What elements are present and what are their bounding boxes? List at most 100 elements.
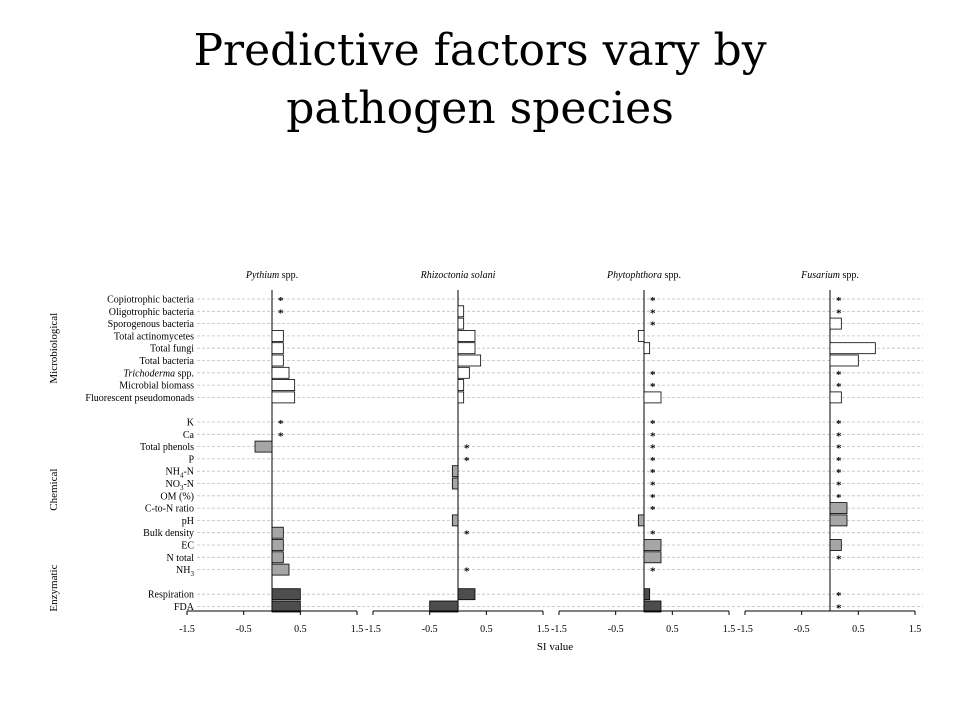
x-tick-label: -1.5 [179,624,195,635]
x-tick-label: -0.5 [794,624,810,635]
category-label: Fluorescent pseudomonads [85,393,194,404]
bar [643,588,651,601]
panel-title: Rhizoctonia solani [420,270,496,281]
category-label: Oligotrophic bacteria [109,307,195,318]
significance-asterisk: * [464,455,470,467]
significance-asterisk: * [650,467,656,479]
category-label: P [188,454,194,465]
category-label: C-to-N ratio [145,504,194,515]
significance-asterisk: * [836,553,842,565]
significance-asterisk: * [650,320,656,332]
x-tick-label: -0.5 [608,624,624,635]
x-axis-title: SI value [537,641,573,653]
significance-asterisk: * [650,307,656,319]
bar [829,502,848,515]
category-label: Copiotrophic bacteria [107,295,194,306]
group-label: Chemical [48,469,60,511]
category-label: Ca [183,430,195,441]
category-label: Total fungi [150,344,194,355]
significance-asterisk: * [836,381,842,393]
significance-asterisk: * [836,480,842,492]
bar [637,329,645,342]
bar [457,588,476,601]
bar [457,391,465,404]
significance-asterisk: * [278,295,284,307]
x-tick-label: 1.5 [723,624,736,635]
significance-asterisk: * [650,566,656,578]
bar [643,342,651,355]
bar [457,366,470,379]
bar [271,379,296,392]
bar [457,342,476,355]
bar [271,539,284,551]
significance-asterisk: * [836,443,842,455]
x-tick-label: -1.5 [365,624,381,635]
bar [451,477,459,490]
bar [451,514,459,527]
category-label: Sporogenous bacteria [108,319,195,330]
category-label: FDA [174,602,195,613]
bar [829,317,842,330]
category-label: Microbial biomass [119,381,194,392]
bar [271,588,301,601]
significance-asterisk: * [650,430,656,442]
bar [829,539,842,551]
bar [457,305,465,318]
bar [829,342,876,355]
bar [643,551,662,564]
bar [457,317,465,330]
significance-asterisk: * [836,455,842,467]
significance-asterisk: * [650,455,656,467]
bar [829,514,848,527]
significance-asterisk: * [650,295,656,307]
significance-asterisk: * [278,418,284,430]
bar [271,551,284,564]
x-tick-label: -1.5 [551,624,567,635]
category-label: NH4-N [165,467,194,480]
significance-asterisk: * [650,492,656,504]
category-label: Total phenols [140,442,194,453]
bar [271,366,290,379]
category-label: NH3 [176,565,194,578]
slide-title-line-1: Predictive factors vary by [193,25,767,76]
x-tick-label: 1.5 [909,624,922,635]
category-label: pH [182,516,194,527]
significance-asterisk: * [464,566,470,578]
significance-asterisk: * [836,430,842,442]
bar [829,391,842,404]
significance-asterisk: * [650,480,656,492]
x-tick-label: -0.5 [422,624,438,635]
category-label: Total actinomycetes [114,331,194,342]
significance-asterisk: * [836,467,842,479]
category-label: OM (%) [160,491,194,502]
x-tick-label: 1.5 [351,624,364,635]
category-label: Respiration [148,590,194,601]
group-label: Microbiological [48,313,60,384]
slide-title-line-2: pathogen species [286,83,674,134]
bar [829,354,859,367]
significance-asterisk: * [836,418,842,430]
significance-asterisk: * [278,307,284,319]
significance-asterisk: * [464,529,470,541]
category-label: Trichoderma spp. [123,368,194,379]
x-tick-label: 0.5 [666,624,679,635]
panel-title: Phytophthora spp. [606,270,681,281]
significance-asterisk: * [650,504,656,516]
significance-asterisk: * [836,369,842,381]
significance-asterisk: * [836,307,842,319]
x-tick-label: 0.5 [294,624,307,635]
bar [637,514,645,527]
slide-title: Predictive factors vary by pathogen spec… [0,22,960,138]
bar [643,539,662,551]
significance-asterisk: * [464,443,470,455]
x-tick-label: 1.5 [537,624,550,635]
x-tick-label: 0.5 [852,624,865,635]
bar [643,600,662,613]
bar [457,329,476,342]
significance-asterisk: * [836,295,842,307]
bar [271,563,290,576]
bar [271,342,284,355]
bar [271,329,284,342]
bar [254,440,273,453]
